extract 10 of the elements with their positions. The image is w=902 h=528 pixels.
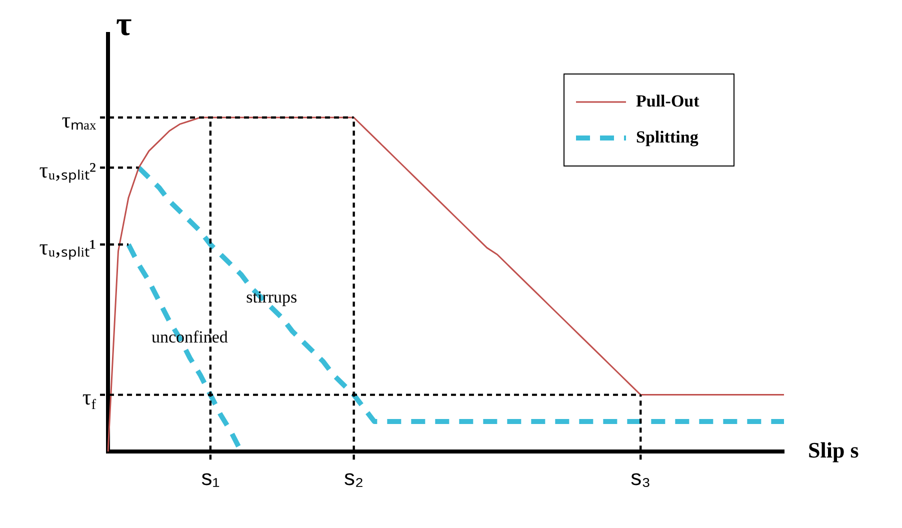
ref-line-label: τᵤ,ₛₚₗᵢₜ¹ [39,234,96,260]
ref-line-label: τᵤ,ₛₚₗᵢₜ² [39,157,96,184]
x-tick-label: s₃ [630,464,651,490]
legend-label: Pull-Out [636,91,700,110]
y-axis-title: τ [116,6,132,43]
x-tick-label: s₁ [201,464,220,490]
x-tick-label: s₂ [344,464,364,490]
legend-label: Splitting [636,127,699,146]
ref-line-label: τₘₐₓ [62,107,97,132]
x-axis-title: Slip s [808,437,860,462]
